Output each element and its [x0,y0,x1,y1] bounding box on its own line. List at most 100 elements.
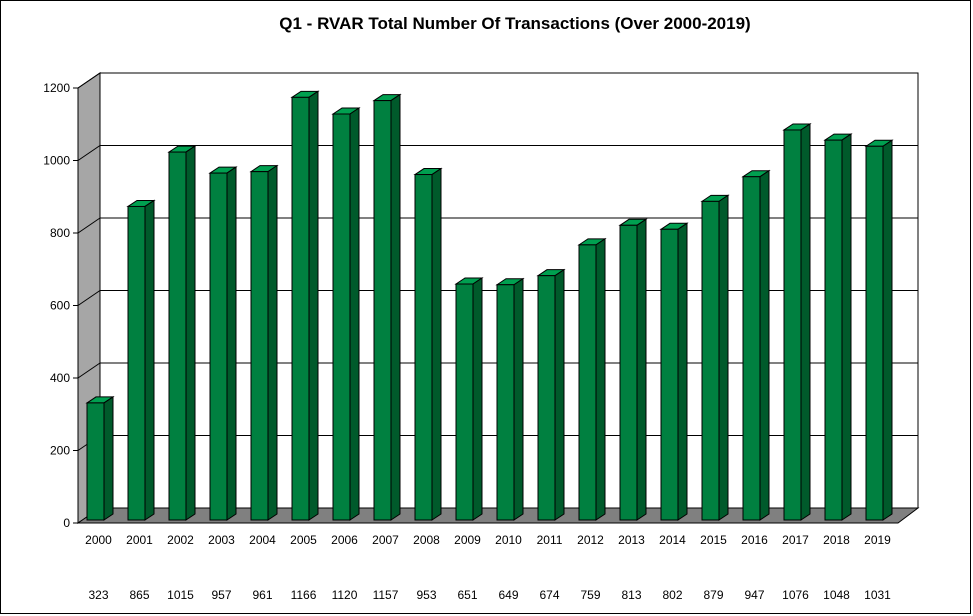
bar-side [226,166,237,521]
x-tick-label: 2019 [864,533,891,547]
bar-2001 [126,199,156,521]
bar-2000 [85,395,115,521]
bar-front [619,224,638,521]
value-label: 1157 [373,588,399,602]
bar-2017 [782,123,812,521]
gridline-side [77,217,101,234]
bar-2018 [823,133,853,521]
y-tick-label: 800 [50,226,70,240]
value-label: 649 [498,588,518,602]
bar-front [496,284,515,521]
bar-front [783,129,802,521]
gridline-side [77,290,101,306]
x-tick-label: 2011 [537,533,563,547]
bar-front [660,228,679,521]
bar-2014 [659,222,689,521]
bar-side [595,237,606,521]
bar-2010 [495,277,525,521]
bar-front [168,151,187,521]
bar-side [185,145,196,521]
x-tick-label: 2009 [454,533,481,547]
value-label: 879 [703,588,723,602]
bar-side [349,107,360,521]
x-tick-label: 2014 [659,533,686,547]
value-label: 961 [252,588,272,602]
bar-2003 [208,166,238,521]
value-label: 813 [621,588,641,602]
value-label: 674 [539,588,559,602]
chart-title: Q1 - RVAR Total Number Of Transactions (… [279,14,751,33]
x-tick-label: 2013 [618,533,645,547]
value-label: 651 [457,588,477,602]
bar-2019 [864,139,894,521]
value-label: 1031 [864,588,891,602]
bar-front [291,96,310,521]
bar-side [431,167,442,521]
bar-front [209,172,228,521]
bar-side [513,277,524,521]
bars [85,90,894,521]
bar-front [455,283,474,521]
value-label: 1015 [167,588,194,602]
bar-side [677,222,688,521]
bar-front [742,176,761,521]
value-labels: 323 865 1015 957 961 1166 1120 1157 953 651 649 674… [88,588,891,602]
value-label: 953 [416,588,436,602]
value-label: 1048 [823,588,850,602]
bar-side [144,199,155,521]
y-tick-label: 600 [50,299,70,313]
bar-2012 [577,237,607,521]
x-tick-label: 2001 [126,533,153,547]
bar-side [636,218,647,521]
x-tick-labels: 2000 2001 2002 2003 2004 2005 2006 2007 2008 2009… [85,533,891,547]
bar-2006 [331,107,361,521]
bar-front [332,113,351,521]
x-tick-label: 2010 [495,533,522,547]
y-tick-label: 400 [50,371,70,385]
value-label: 865 [129,588,149,602]
bar-2011 [536,268,566,521]
value-label: 947 [744,588,764,602]
gridline-side [77,72,101,89]
bar-side [103,395,114,521]
value-label: 1076 [782,588,809,602]
bar-2015 [700,194,730,521]
bar-front [537,275,556,521]
bar-front [865,145,884,521]
bar-front [701,200,720,521]
bar-front [86,402,105,521]
x-tick-label: 2018 [823,533,850,547]
bar-2004 [249,164,279,521]
bar-2002 [167,145,197,521]
x-tick-label: 2015 [700,533,727,547]
x-tick-label: 2002 [167,533,194,547]
x-tick-label: 2004 [249,533,276,547]
x-tick-label: 2017 [782,533,809,547]
bar-2013 [618,218,648,521]
bar-side [390,93,401,521]
bar-side [882,139,893,521]
bar-front [414,174,433,521]
y-tick-label: 200 [50,444,70,458]
bar-2016 [741,169,771,521]
bar-side [267,164,278,521]
x-tick-label: 2006 [331,533,358,547]
y-tick-label: 0 [63,516,70,530]
value-label: 802 [662,588,682,602]
bar-front [250,171,269,521]
x-tick-label: 2005 [290,533,317,547]
bar-front [373,100,392,521]
bar-side [841,133,852,521]
bar-side [800,123,811,521]
bar-2009 [454,277,484,521]
bar-side [759,169,770,521]
bar-front [127,205,146,521]
gridline-side [77,145,101,161]
value-label: 759 [580,588,600,602]
bar-side [554,268,565,521]
value-label: 1120 [332,588,358,602]
bar-side [718,194,729,521]
y-tick-label: 1200 [43,81,70,95]
